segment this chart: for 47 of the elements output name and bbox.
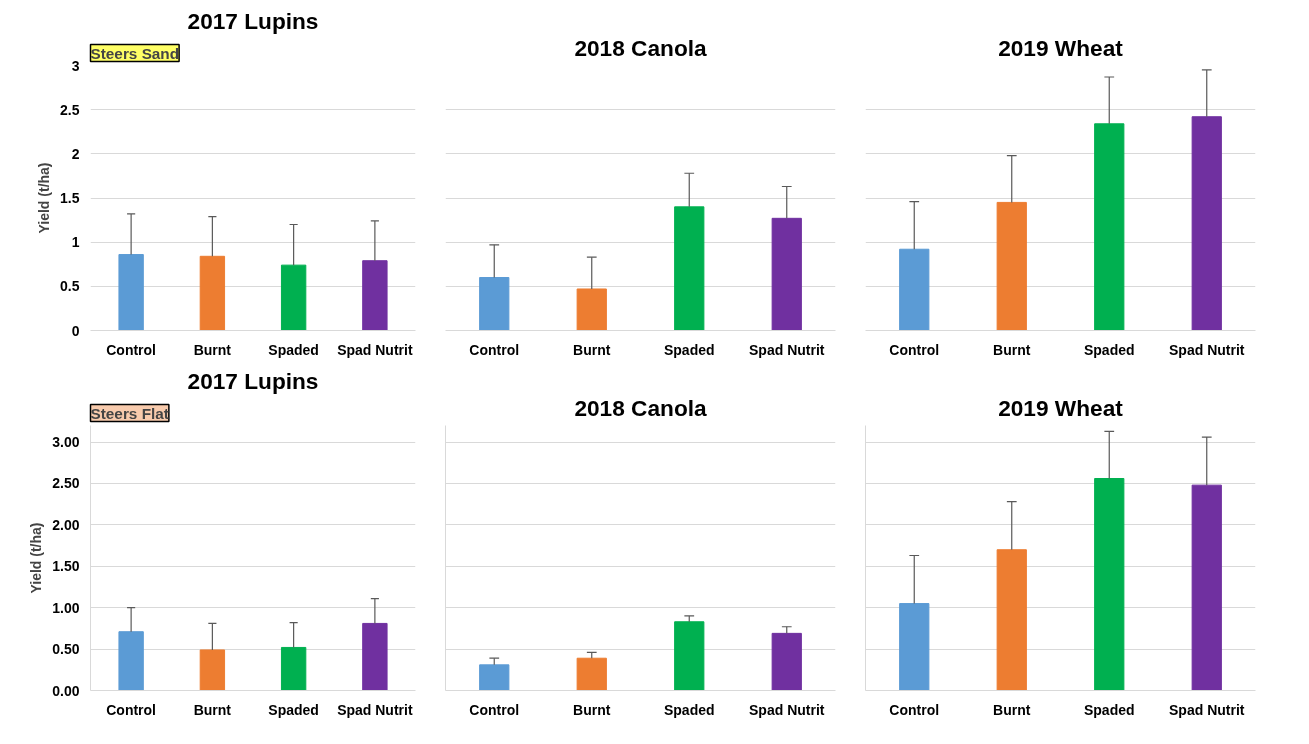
x-tick-label: Spad Nutrit [337,701,413,718]
x-tick-label: Spad Nutrit [749,701,825,718]
x-tick-label: Burnt [193,701,232,718]
x-tick-label: Spaded [663,701,715,718]
y-axis-title: Yield (t/ha) [36,162,53,234]
y-tick-label: 0 [71,322,80,339]
x-tick-label: Burnt [193,341,232,358]
x-tick-label: Control [889,701,940,718]
y-tick-label: 3.00 [52,434,80,451]
x-tick-label: Spaded [268,701,319,718]
x-tick-label: Control [106,341,157,358]
text: Steers Sand [90,44,180,62]
x-tick-label: Spaded [1083,341,1135,358]
x-tick-label: Spaded [1083,701,1135,718]
x-tick-label: Spaded [663,341,715,358]
x-tick-label: Burnt [993,341,1031,358]
x-tick-label: Spad Nutrit [337,341,413,358]
y-axis-title: Yield (t/ha) [28,522,45,594]
y-tick-label: 0.50 [52,641,80,658]
y-tick-label: 1.00 [52,599,80,616]
x-tick-label: Control [469,701,520,718]
y-tick-label: 0.5 [60,278,80,295]
y-tick-label: 3 [71,57,80,74]
x-tick-label: Spad Nutrit [749,341,825,358]
chart-title: 2018 Canola [574,34,708,61]
y-tick-label: 1.50 [52,558,80,575]
chart-title: 2019 Wheat [998,34,1124,61]
chart-title: 2017 Lupins [187,367,319,394]
chart-title: 2018 Canola [574,394,708,421]
x-tick-label: Control [106,701,157,718]
x-tick-label: Burnt [573,341,611,358]
y-tick-label: 1 [71,234,80,251]
x-tick-label: Burnt [573,701,611,718]
x-tick-label: Control [469,341,520,358]
y-tick-label: 2 [71,145,80,162]
y-tick-label: 2.00 [52,516,80,533]
x-tick-label: Spad Nutrit [1169,341,1245,358]
y-tick-label: 2.50 [52,475,80,492]
chart-title: 2017 Lupins [187,7,319,34]
y-tick-label: 2.5 [60,101,80,118]
x-tick-label: Control [889,341,940,358]
x-tick-label: Burnt [993,701,1031,718]
y-tick-label: 0.00 [52,682,80,699]
chart-title: 2019 Wheat [998,394,1124,421]
x-tick-label: Spaded [268,341,319,358]
y-tick-label: 1.5 [60,190,80,206]
x-tick-label: Spad Nutrit [1169,701,1245,718]
